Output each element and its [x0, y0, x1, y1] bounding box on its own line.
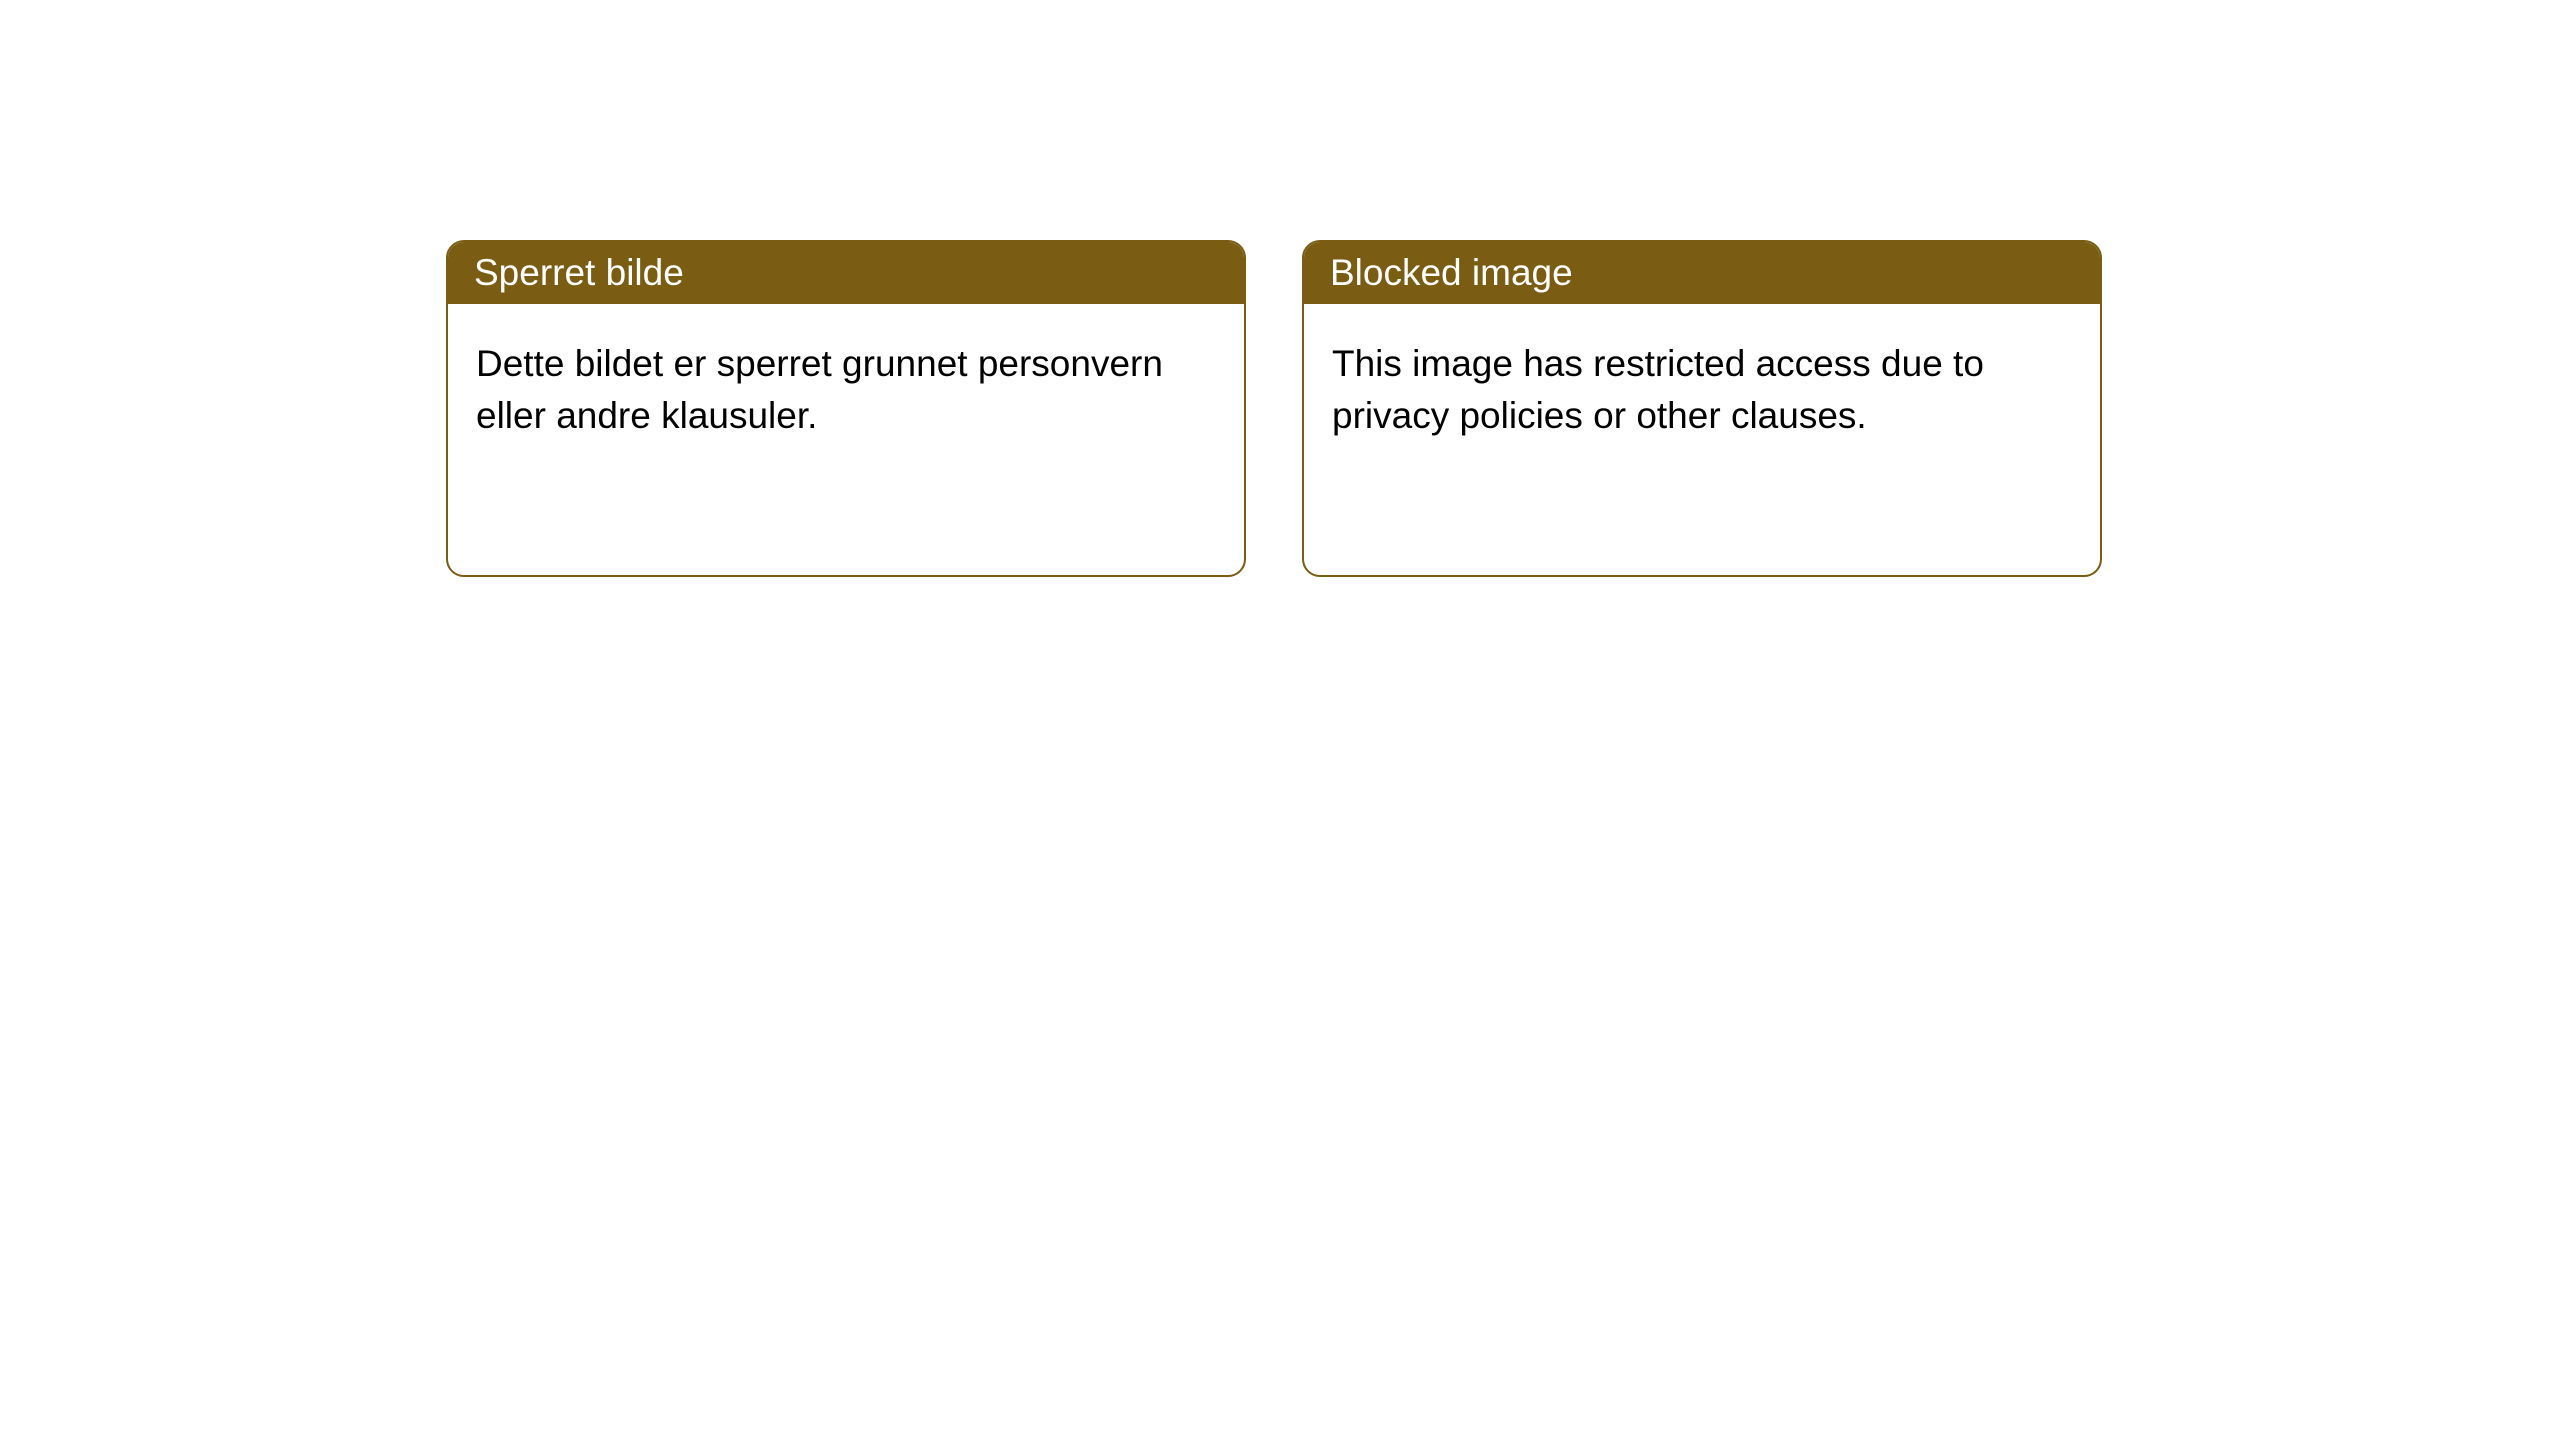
notice-cards-container: Sperret bilde Dette bildet er sperret gr… [0, 0, 2560, 577]
card-header: Sperret bilde [448, 242, 1244, 304]
blocked-image-card-english: Blocked image This image has restricted … [1302, 240, 2102, 577]
card-title: Blocked image [1330, 252, 1573, 293]
card-body: Dette bildet er sperret grunnet personve… [448, 304, 1244, 476]
card-title: Sperret bilde [474, 252, 684, 293]
card-message: Dette bildet er sperret grunnet personve… [476, 343, 1163, 436]
blocked-image-card-norwegian: Sperret bilde Dette bildet er sperret gr… [446, 240, 1246, 577]
card-header: Blocked image [1304, 242, 2100, 304]
card-message: This image has restricted access due to … [1332, 343, 1984, 436]
card-body: This image has restricted access due to … [1304, 304, 2100, 476]
